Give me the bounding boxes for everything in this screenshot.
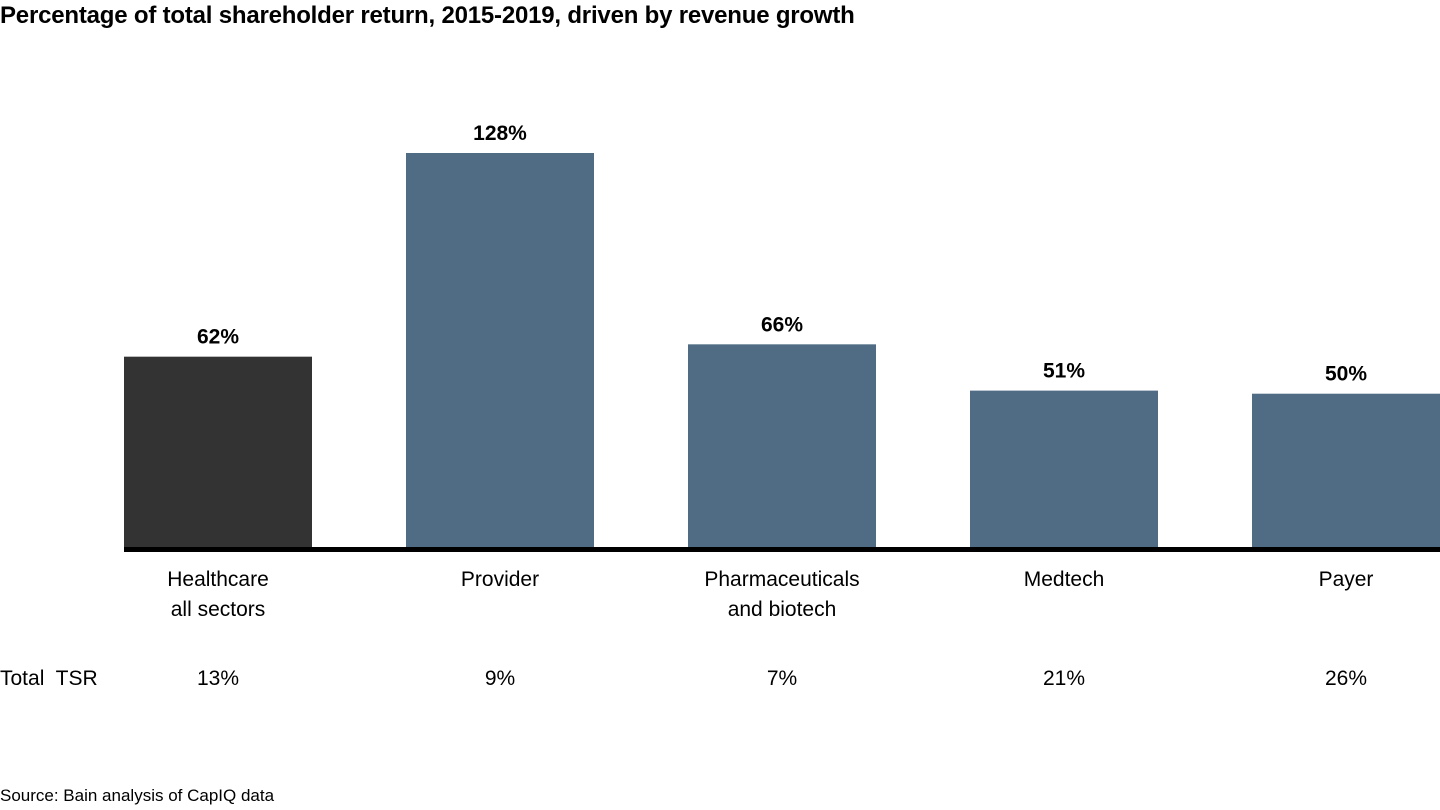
bar-4: [1252, 393, 1440, 548]
total-tsr-value-3: 21%: [1043, 667, 1085, 690]
category-label-3: Medtech: [1024, 568, 1105, 591]
bar-2: [688, 344, 876, 548]
chart-title: Percentage of total shareholder return, …: [0, 2, 855, 29]
category-label-0: Healthcare: [167, 568, 269, 591]
bar-3: [970, 390, 1158, 548]
total-tsr-value-1: 9%: [485, 667, 515, 690]
value-label-0: 62%: [197, 326, 239, 349]
source-note: Source: Bain analysis of CapIQ data: [0, 786, 275, 805]
category-label-4: Payer: [1319, 568, 1374, 591]
category-labels-group: Healthcare all sectors Provider Pharmaceuti…: [167, 568, 1373, 621]
value-label-4: 50%: [1325, 363, 1367, 386]
category-label-2: Pharmaceuticals: [704, 568, 859, 591]
total-tsr-value-2: 7%: [767, 667, 797, 690]
value-label-1: 128%: [473, 122, 527, 145]
value-label-3: 51%: [1043, 360, 1085, 383]
total-tsr-value-0: 13%: [197, 667, 239, 690]
total-tsr-values-group: 13% 9% 7% 21% 26%: [197, 667, 1367, 690]
total-tsr-row-label: Total TSR: [0, 667, 98, 690]
bars-group: [124, 153, 1440, 548]
bar-0: [124, 356, 312, 548]
category-label-1: Provider: [461, 568, 539, 591]
bar-chart: 62% 128% 66% 51% 50% Healthcare all sectors Pr…: [0, 122, 1440, 690]
category-label-2-line2: and biotech: [728, 598, 837, 621]
value-label-2: 66%: [761, 313, 803, 336]
bar-1: [406, 153, 594, 548]
value-labels-group: 62% 128% 66% 51% 50%: [197, 122, 1367, 386]
total-tsr-value-4: 26%: [1325, 667, 1367, 690]
category-label-0-line2: all sectors: [171, 598, 266, 621]
